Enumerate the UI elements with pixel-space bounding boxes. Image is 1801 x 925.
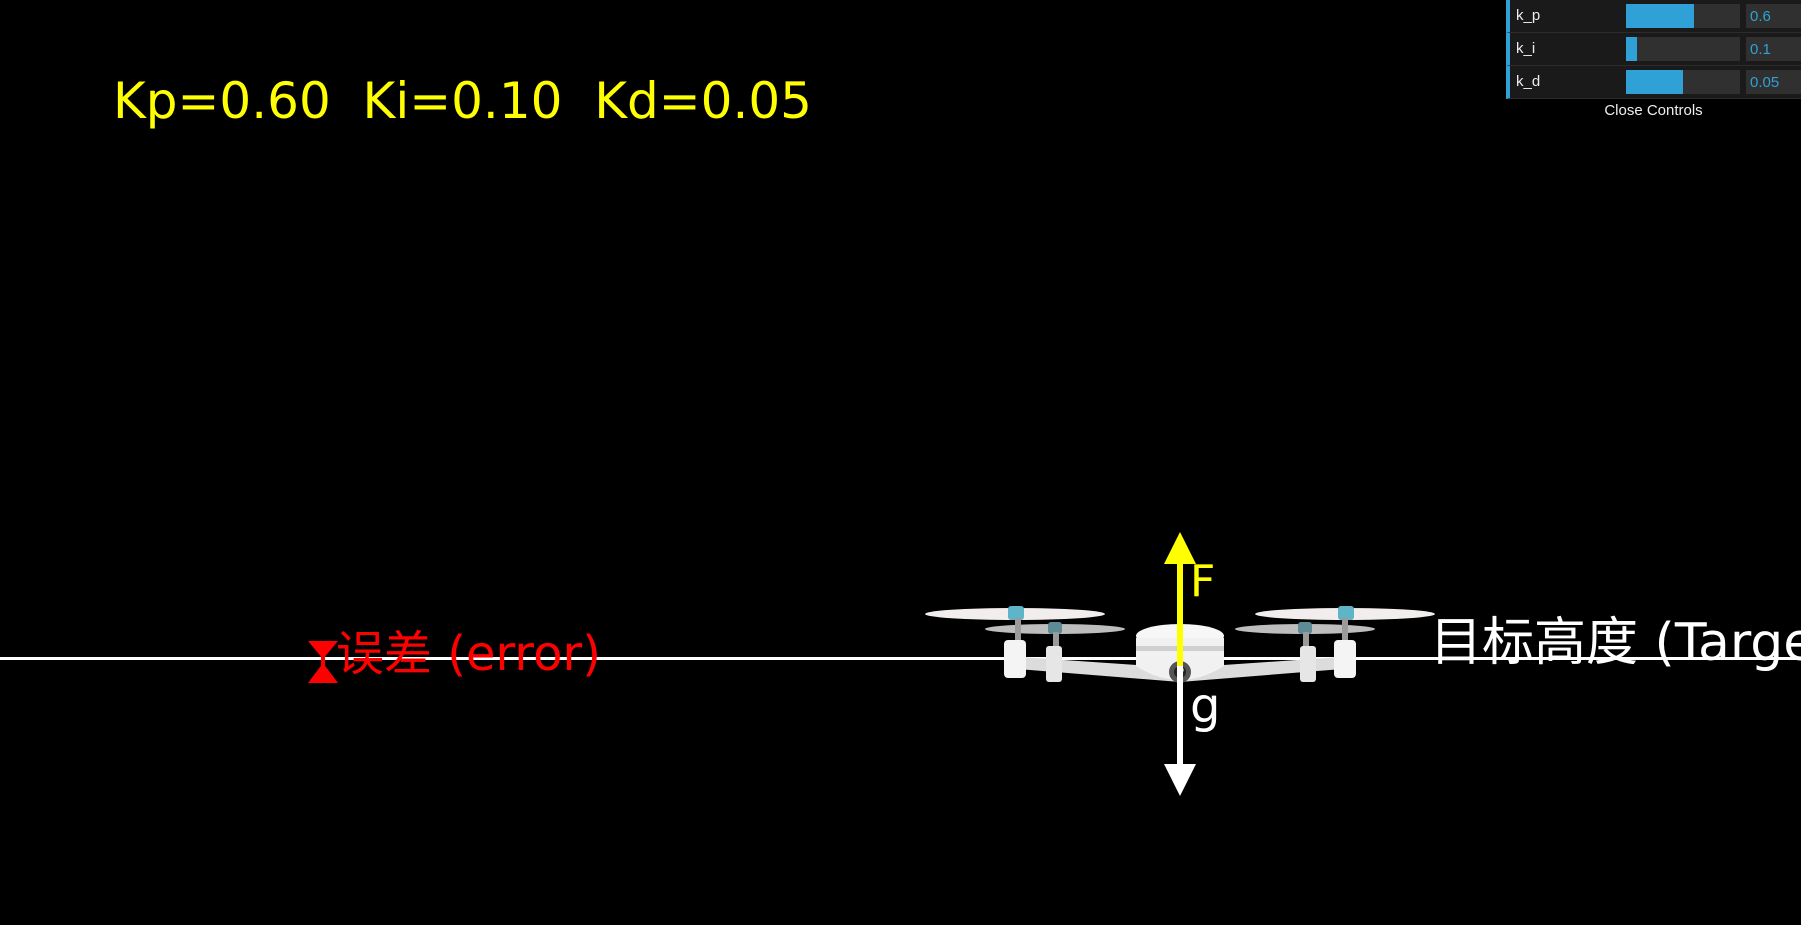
pid-gains-readout: Kp=0.60 Ki=0.10 Kd=0.05 [113,72,812,130]
control-label: k_p [1516,7,1541,24]
kp-slider[interactable] [1626,4,1740,28]
ki-value-input[interactable] [1746,37,1801,61]
error-marker-icon [308,641,338,683]
thrust-arrow-icon [1164,532,1196,666]
control-row-ki: k_i [1506,33,1801,66]
gravity-force-label: g [1190,678,1221,734]
force-arrows [1164,532,1196,796]
slider-fill [1626,70,1683,94]
close-controls-button[interactable]: Close Controls [1506,99,1801,123]
control-label: k_i [1516,40,1536,57]
kd-slider[interactable] [1626,70,1740,94]
thrust-force-label: F [1190,556,1216,607]
target-height-line [0,657,1801,660]
control-row-kp: k_p [1506,0,1801,33]
controls-panel: k_p k_i k_d Close Controls [1506,0,1801,123]
gravity-arrow-icon [1164,666,1196,796]
ki-slider[interactable] [1626,37,1740,61]
error-label: 误差 (error) [336,626,601,682]
control-row-kd: k_d [1506,66,1801,99]
kd-value-input[interactable] [1746,70,1801,94]
slider-fill [1626,37,1638,61]
control-label: k_d [1516,73,1541,90]
target-height-label: 目标高度 (Target [1430,613,1801,673]
slider-fill [1626,4,1695,28]
kp-value-input[interactable] [1746,4,1801,28]
